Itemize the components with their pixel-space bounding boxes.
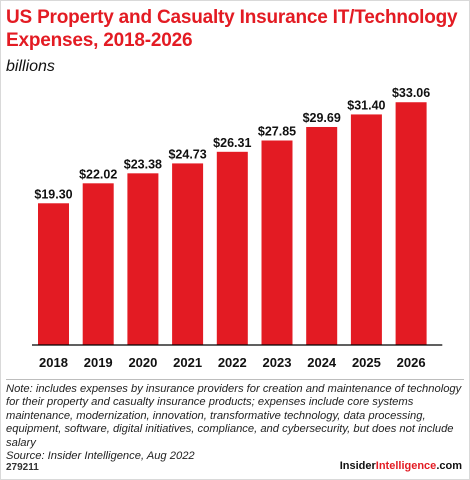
note-text: Note: includes expenses by insurance pro… bbox=[6, 383, 462, 449]
value-label-2018: $19.30 bbox=[34, 187, 72, 201]
bar-2020 bbox=[127, 173, 159, 345]
x-tick-label-2019: 2019 bbox=[84, 355, 113, 370]
x-tick-label-2018: 2018 bbox=[39, 355, 68, 370]
bar-2021 bbox=[172, 163, 204, 345]
bar-2019 bbox=[82, 183, 114, 345]
bar-2018 bbox=[38, 203, 69, 345]
x-tick-label-2020: 2020 bbox=[128, 355, 157, 370]
value-label-2021: $24.73 bbox=[168, 147, 206, 161]
chart-note: Note: includes expenses by insurance pro… bbox=[6, 379, 464, 463]
x-tick-label-2026: 2026 bbox=[397, 355, 426, 370]
value-label-2020: $23.38 bbox=[124, 157, 162, 171]
x-tick-label-2021: 2021 bbox=[173, 355, 202, 370]
bar-2022 bbox=[216, 151, 248, 345]
bar-2024 bbox=[306, 126, 338, 345]
chart-id: 279211 bbox=[6, 462, 39, 473]
value-label-2025: $31.40 bbox=[347, 98, 385, 112]
bar-2023 bbox=[261, 140, 293, 345]
value-label-2023: $27.85 bbox=[258, 125, 296, 139]
value-label-2022: $26.31 bbox=[213, 136, 251, 150]
source-text: Source: Insider Intelligence, Aug 2022 bbox=[6, 450, 195, 463]
brand-accent: Intelligence bbox=[375, 460, 437, 472]
brand-main: Insider bbox=[339, 460, 376, 472]
bar-2026 bbox=[395, 102, 427, 345]
bar-2025 bbox=[350, 114, 382, 345]
chart-title: US Property and Casualty Insurance IT/Te… bbox=[6, 7, 458, 51]
brand-logo: InsiderIntelligence.com bbox=[340, 460, 462, 472]
value-label-2024: $29.69 bbox=[303, 111, 341, 125]
value-label-2026: $33.06 bbox=[392, 86, 430, 100]
x-tick-label-2025: 2025 bbox=[352, 355, 381, 370]
x-tick-label-2023: 2023 bbox=[263, 355, 292, 370]
x-tick-label-2024: 2024 bbox=[307, 355, 337, 370]
chart-subtitle: billions bbox=[6, 58, 55, 75]
bar-chart: $19.30 2018 $22.02 2019 $23.38 2020 $24.73 2021… bbox=[32, 86, 443, 370]
x-tick-label-2022: 2022 bbox=[218, 355, 247, 370]
brand-suffix: .com bbox=[436, 460, 462, 472]
value-label-2019: $22.02 bbox=[79, 167, 117, 181]
